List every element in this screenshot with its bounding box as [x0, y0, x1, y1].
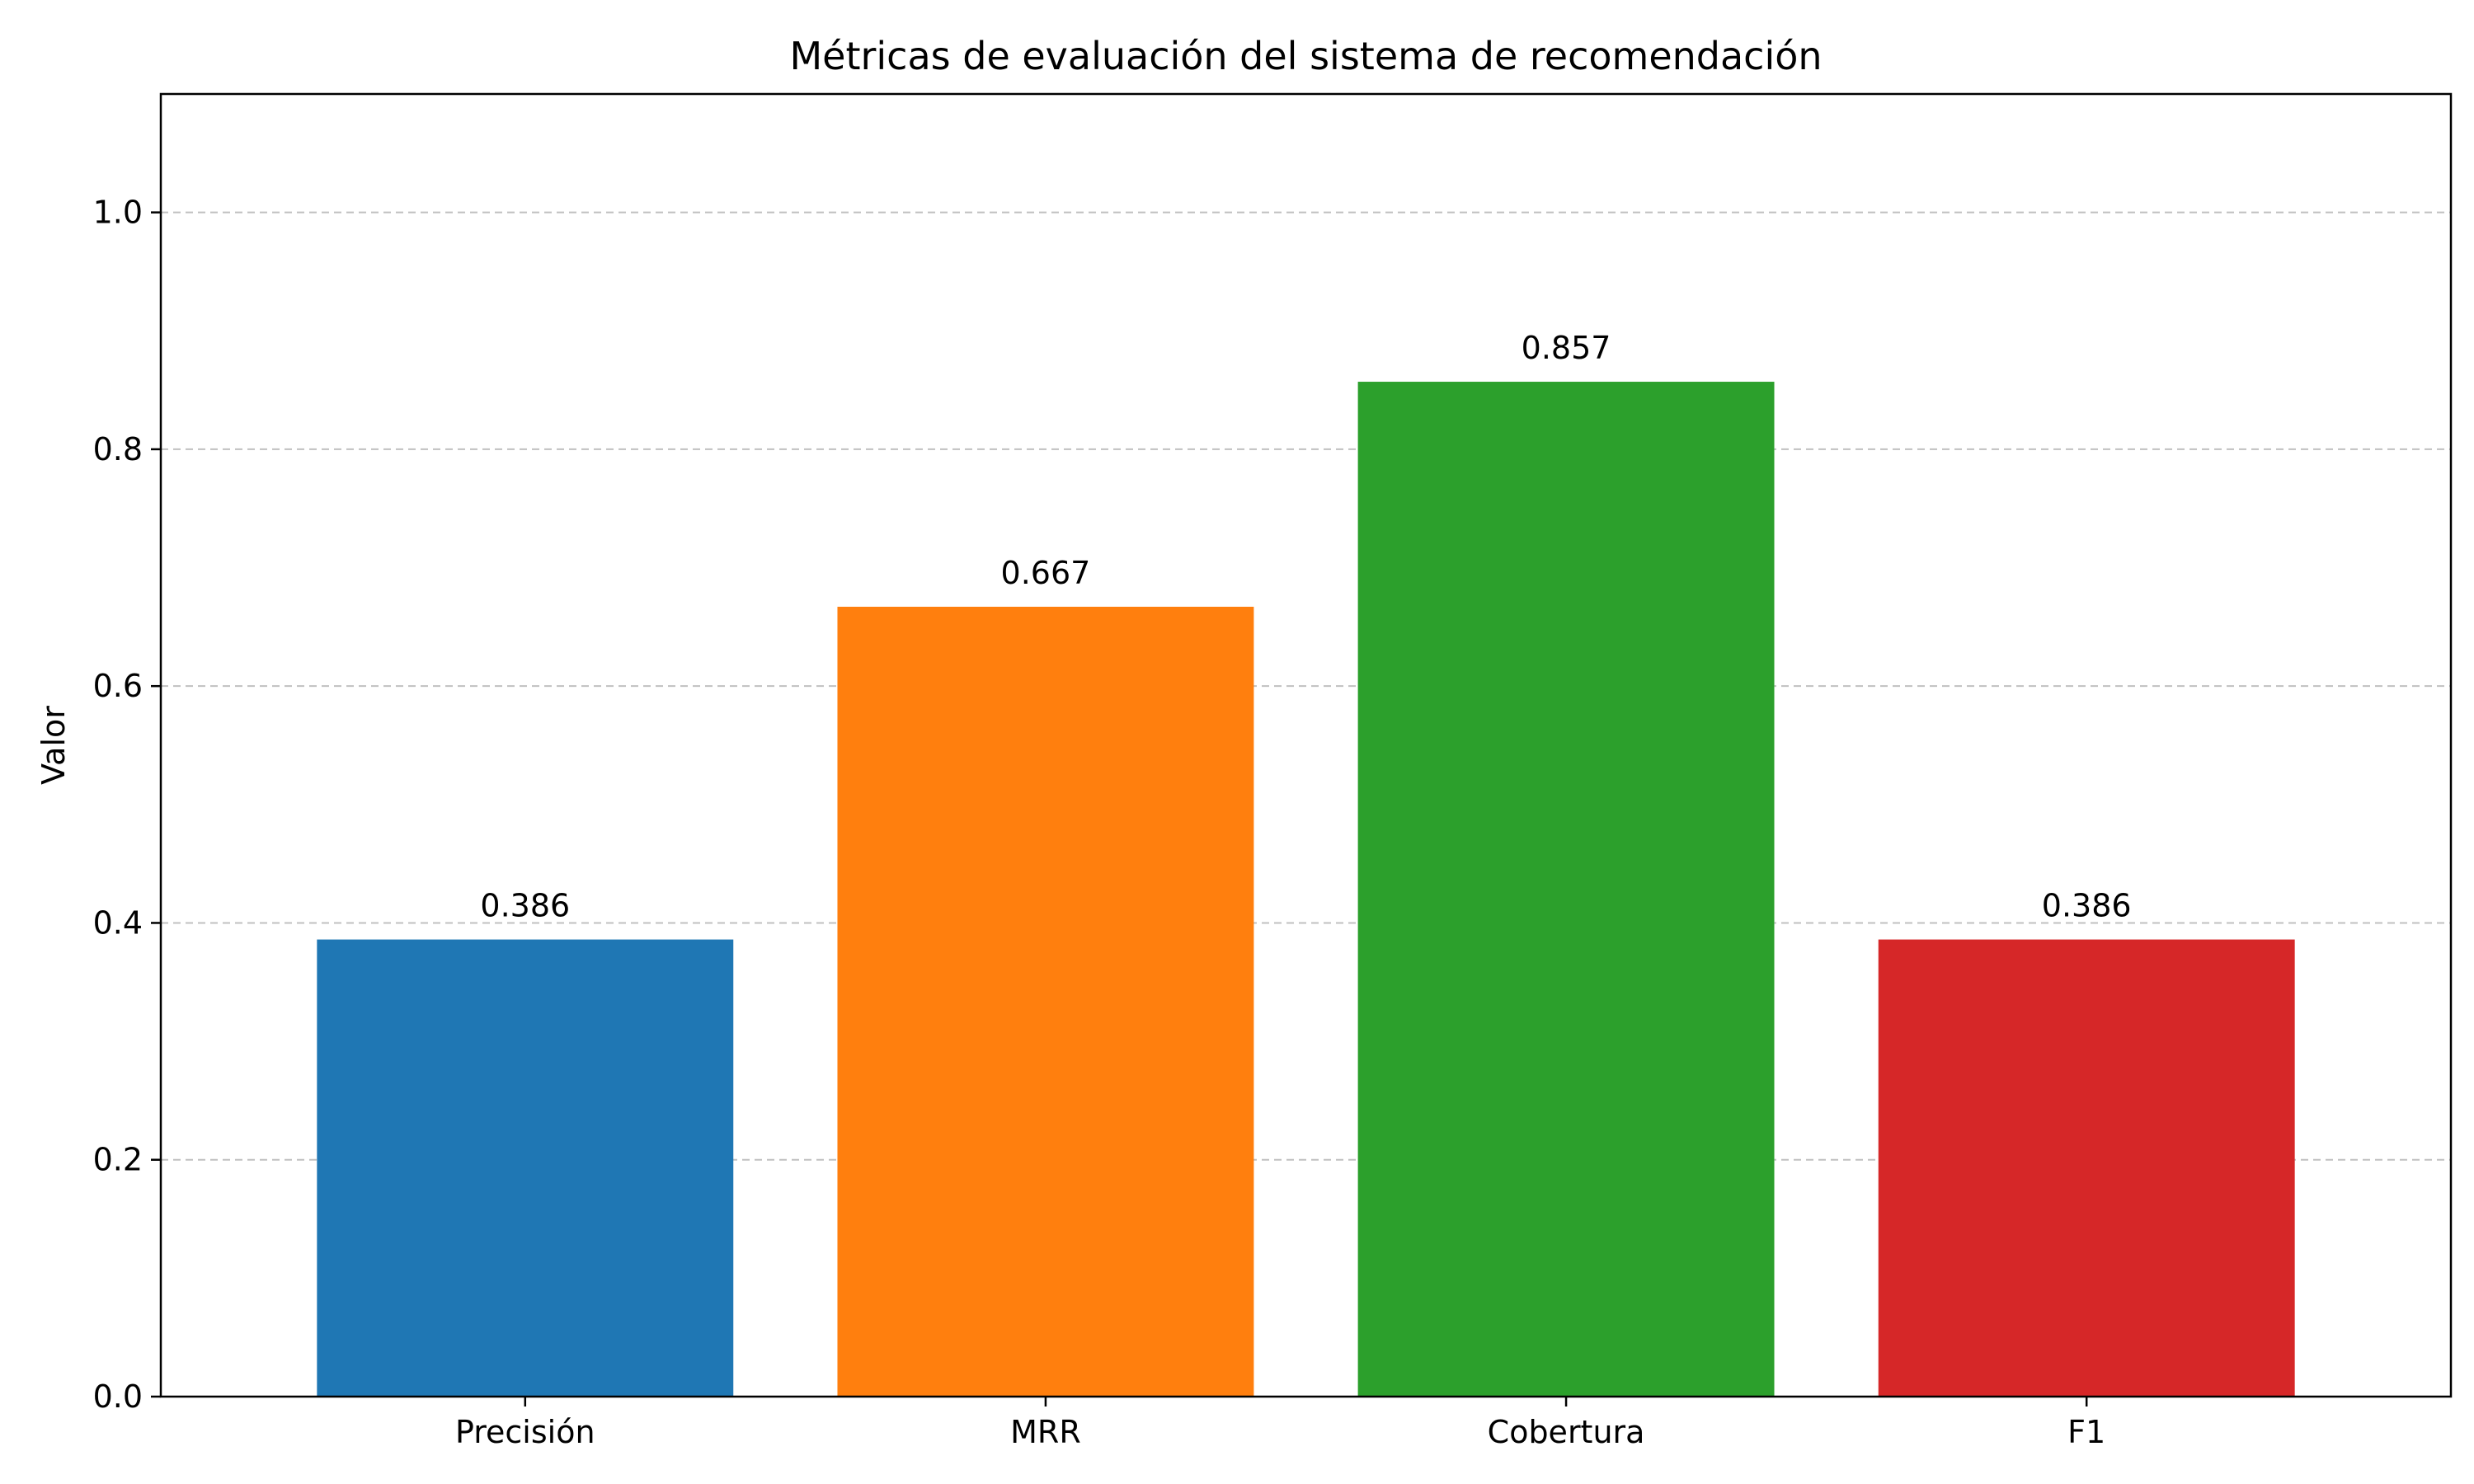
x-tick-label: F1: [2067, 1414, 2105, 1450]
plot-frame: [159, 92, 2453, 1398]
x-tick-label: Precisión: [455, 1414, 595, 1450]
data-label: 0.667: [1001, 555, 1091, 591]
bars: [317, 382, 2295, 1397]
chart-title: Métricas de evaluación del sistema de re…: [789, 34, 1822, 78]
y-tick-label: 1.0: [93, 195, 143, 231]
y-tick-label: 0.0: [93, 1378, 143, 1415]
data-label: 0.857: [1522, 330, 1611, 366]
bar-mrr: [837, 606, 1254, 1397]
y-axis-label: Valor: [35, 706, 72, 785]
y-tick-label: 0.2: [93, 1142, 143, 1178]
axis-ticks: 0.0 0.2 0.4 0.6 0.8 1.0 Precisión MRR Cobertura F…: [93, 195, 2106, 1450]
x-tick-label: MRR: [1010, 1414, 1081, 1450]
x-tick-label: Cobertura: [1488, 1414, 1645, 1450]
bar-precisión: [317, 939, 734, 1397]
bar-f1: [1878, 939, 2295, 1397]
data-label: 0.386: [480, 888, 570, 924]
y-tick-label: 0.6: [93, 668, 143, 704]
y-tick-label: 0.8: [93, 431, 143, 467]
bar-cobertura: [1357, 382, 1775, 1397]
data-label: 0.386: [2042, 888, 2132, 924]
y-tick-label: 0.4: [93, 904, 143, 941]
data-labels: 0.386 0.667 0.857 0.386: [480, 330, 2131, 924]
